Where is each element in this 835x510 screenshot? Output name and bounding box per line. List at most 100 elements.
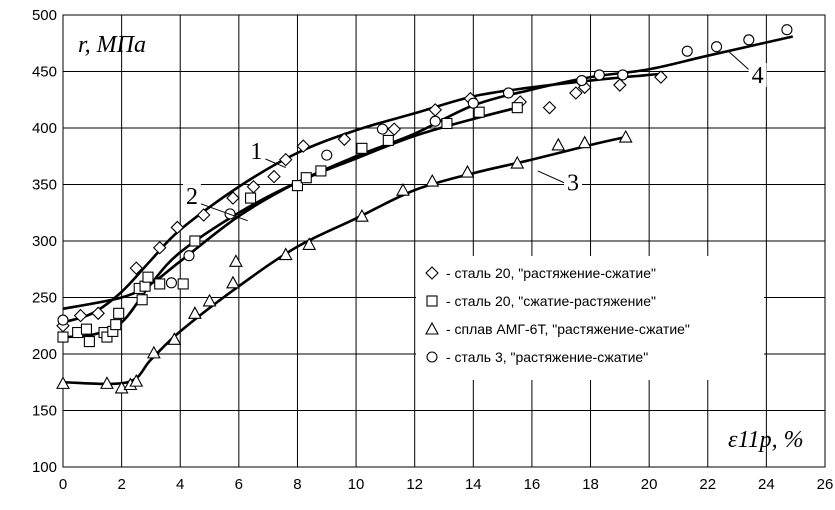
series-1-diamond-point	[296, 139, 311, 153]
series-1-diamond-point	[569, 86, 583, 100]
series-3-triangle-point	[114, 380, 129, 394]
series-2-square-point	[441, 117, 453, 130]
x-tick-label: 20	[641, 476, 658, 493]
series-1-diamond-point	[654, 70, 668, 84]
series-3-triangle-point	[187, 306, 202, 319]
x-tick-label: 8	[293, 476, 301, 493]
series-1-diamond-point	[246, 179, 261, 194]
series-3-triangle-point	[618, 129, 633, 143]
series-2-square-point	[382, 134, 394, 146]
series-4-circle-point	[576, 74, 588, 87]
y-tick-label: 300	[32, 233, 57, 250]
series-3-triangle-point	[460, 164, 475, 178]
series-2-square-point	[136, 294, 148, 306]
y-tick-label: 100	[32, 459, 57, 476]
series-1-diamond-point	[152, 241, 167, 255]
series-3-triangle-point	[100, 376, 114, 389]
series-1-diamond-point	[613, 78, 627, 92]
curve-3	[62, 135, 626, 386]
series-4-circle-point	[711, 41, 723, 53]
x-tick-label: 24	[758, 476, 775, 493]
series-3-triangle-point	[226, 275, 240, 289]
series-2-square-point	[473, 106, 485, 118]
grid	[62, 14, 826, 468]
y-tick-label: 350	[32, 177, 57, 194]
callout-bg-4	[748, 63, 767, 88]
series-1-diamond-point	[278, 152, 293, 167]
series-4-circle-point	[57, 314, 69, 326]
data-markers	[56, 24, 793, 394]
series-4-circle-point	[743, 34, 755, 46]
legend-entry-2: - сталь 20, "сжатие-растяжение"	[446, 293, 656, 309]
y-tick-label: 150	[32, 403, 57, 420]
legend-entry-3: - сплав АМГ-6Т, "растяжение-сжатие"	[446, 321, 690, 337]
x-tick-label: 2	[117, 476, 125, 493]
legend-square-symbol	[426, 295, 438, 307]
series-4-circle-point	[502, 87, 515, 99]
series-2-square-point	[57, 331, 69, 343]
series-3-triangle-point	[396, 183, 410, 196]
series-1-diamond-point	[226, 191, 240, 205]
curve-callouts: 1 2 3 4	[182, 50, 767, 222]
series-3-triangle-point	[510, 155, 525, 169]
series-3-triangle-point	[202, 293, 217, 307]
curve-label-1: 1	[250, 139, 262, 165]
x-tick-label: 6	[235, 476, 243, 493]
y-tick-label: 500	[32, 7, 57, 24]
legend-triangle-symbol	[425, 321, 439, 335]
curve-label-3: 3	[567, 171, 579, 197]
series-2-square-point	[177, 278, 189, 290]
series-3-triangle-point	[355, 208, 369, 222]
x-tick-label: 4	[176, 476, 184, 493]
y-axis-label: r, МПа	[78, 32, 146, 58]
series-3-triangle-point	[228, 254, 243, 267]
callout-bg-3	[563, 170, 582, 195]
series-2-square-point	[315, 165, 327, 177]
series-1-diamond-point	[387, 122, 401, 136]
curve-label-4: 4	[752, 63, 764, 89]
y-tick-label: 450	[32, 64, 57, 81]
series-2-square-point	[80, 323, 92, 335]
series-1-diamond-point	[129, 261, 144, 275]
plot-frame	[62, 14, 826, 468]
series-2-square-point	[356, 142, 368, 154]
series-4-circle-point	[781, 24, 793, 36]
y-tick-label: 200	[32, 346, 57, 363]
series-1-diamond-point	[267, 169, 281, 184]
series-4-circle-point	[183, 250, 195, 262]
series-2-square-point	[110, 319, 122, 331]
series-3-triangle-point	[425, 173, 440, 187]
series-1-diamond-point	[337, 132, 352, 147]
series-1-diamond-point	[542, 100, 557, 115]
legend-diamond-symbol	[425, 266, 439, 280]
legend-box	[416, 256, 764, 380]
series-2-square-point	[300, 172, 312, 184]
series-1-diamond-point	[91, 306, 105, 321]
series-3-triangle-point	[129, 373, 144, 387]
legend-entry-4: - сталь 3, "растяжение-сжатие"	[446, 349, 648, 365]
series-2-square-point	[189, 235, 201, 247]
series-2-square-point	[113, 307, 125, 319]
series-3-triangle-point	[302, 237, 317, 250]
series-2-square-point	[83, 336, 95, 348]
series-3-triangle-point	[278, 247, 293, 261]
x-tick-label: 12	[406, 476, 423, 493]
series-3-triangle-point	[56, 376, 70, 389]
series-4-circle-point	[593, 69, 605, 81]
x-tick-label: 22	[699, 476, 716, 493]
series-4-circle-point	[429, 115, 441, 127]
series-1-diamond-point	[196, 208, 211, 222]
series-2-square-point	[291, 180, 304, 192]
y-tick-label: 400	[32, 120, 57, 137]
series-4-circle-point	[617, 69, 629, 81]
x-tick-label: 18	[582, 476, 599, 493]
series-2-square-point	[101, 331, 113, 343]
series-2-square-point	[154, 278, 166, 290]
x-tick-label: 14	[465, 476, 482, 493]
legend-circle-symbol	[426, 351, 438, 363]
series-1-diamond-point	[73, 308, 88, 323]
series-3-triangle-point	[577, 135, 592, 149]
callout-leader-2	[195, 201, 248, 222]
series-3-triangle-point	[146, 345, 161, 359]
